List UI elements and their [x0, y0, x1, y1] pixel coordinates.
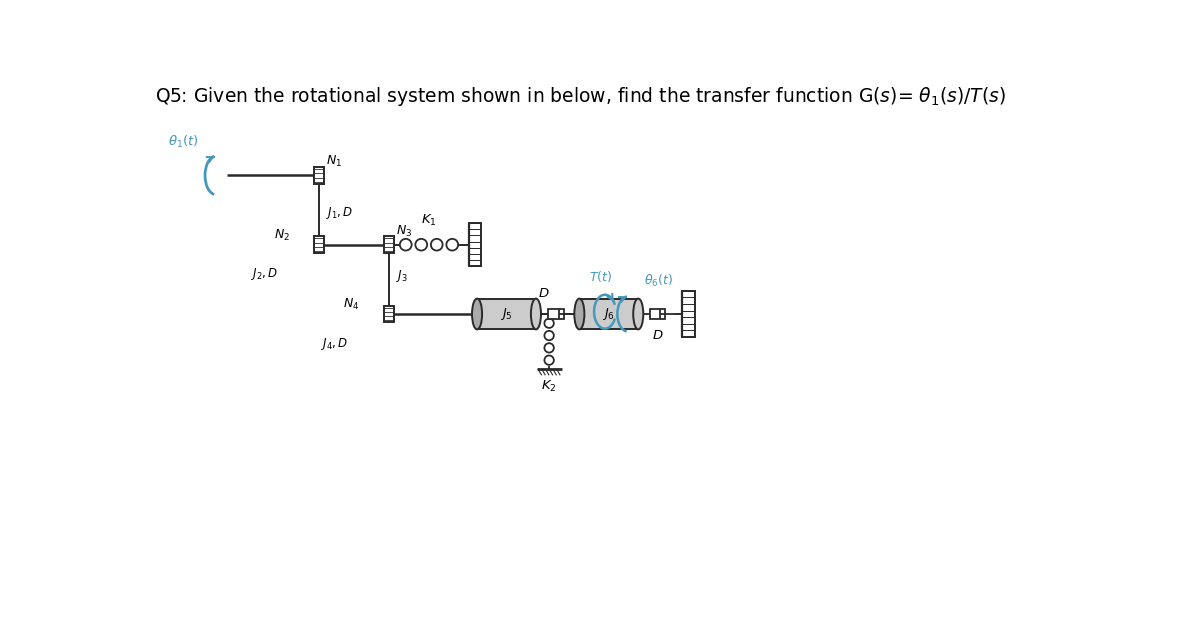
- Text: $K_1$: $K_1$: [421, 212, 437, 228]
- Text: $N_3$: $N_3$: [396, 224, 412, 238]
- Text: $D$: $D$: [538, 287, 550, 300]
- Bar: [650, 309, 665, 319]
- Ellipse shape: [634, 299, 643, 329]
- Text: $\theta_6(t)$: $\theta_6(t)$: [643, 273, 673, 289]
- Ellipse shape: [575, 299, 584, 329]
- Bar: [314, 167, 324, 184]
- Text: $J_2, D$: $J_2, D$: [251, 266, 278, 283]
- Bar: [384, 236, 394, 253]
- Bar: [580, 299, 638, 329]
- Text: $N_4$: $N_4$: [343, 297, 359, 312]
- Text: $\theta_1(t)$: $\theta_1(t)$: [168, 134, 199, 150]
- Text: $J_1, D$: $J_1, D$: [326, 205, 354, 220]
- Bar: [478, 299, 536, 329]
- Text: $T(t)$: $T(t)$: [589, 269, 613, 284]
- Text: $J_6$: $J_6$: [602, 306, 616, 322]
- Text: $J_4, D$: $J_4, D$: [320, 335, 348, 351]
- Bar: [384, 306, 394, 322]
- Bar: [469, 223, 481, 266]
- Bar: [683, 291, 695, 337]
- Text: Q5: Given the rotational system shown in below, find the transfer function G($s$: Q5: Given the rotational system shown in…: [156, 84, 1007, 107]
- Ellipse shape: [472, 299, 482, 329]
- Text: $N_1$: $N_1$: [326, 154, 342, 170]
- Text: $K_2$: $K_2$: [541, 379, 557, 394]
- Text: $J_3$: $J_3$: [396, 268, 408, 284]
- Text: $J_5$: $J_5$: [500, 306, 512, 322]
- Bar: [548, 309, 564, 319]
- Bar: [314, 236, 324, 253]
- Ellipse shape: [530, 299, 541, 329]
- Text: $N_2$: $N_2$: [274, 228, 289, 243]
- Text: $D$: $D$: [652, 329, 664, 342]
